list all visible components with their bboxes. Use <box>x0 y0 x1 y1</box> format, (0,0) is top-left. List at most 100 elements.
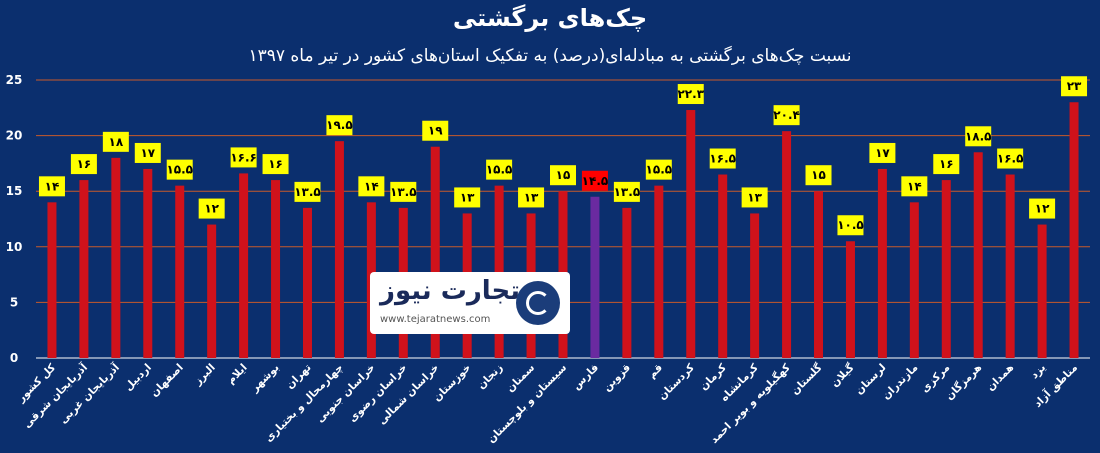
data-label-box <box>422 120 449 141</box>
bar <box>814 191 824 358</box>
data-label: ۱۸ <box>109 135 124 149</box>
data-label: ۱۶ <box>939 157 954 171</box>
data-label: ۱۵ <box>811 168 826 182</box>
bar <box>654 185 664 358</box>
data-label-box <box>550 165 576 186</box>
data-label-box <box>581 170 608 191</box>
data-label: ۱۶ <box>77 157 92 171</box>
bar <box>302 207 312 358</box>
y-tick-label: 5 <box>10 295 18 309</box>
data-label: ۱۳.۵ <box>390 185 417 199</box>
bar <box>782 131 792 358</box>
bar <box>1037 224 1047 358</box>
data-label-box <box>613 181 640 202</box>
data-label-box <box>198 198 225 219</box>
data-label: ۱۳.۵ <box>294 185 321 199</box>
x-tick-label: اصفهان <box>148 362 186 400</box>
data-label-box <box>837 215 864 236</box>
data-label-box <box>262 154 289 175</box>
bar <box>718 174 728 358</box>
data-label: ۱۵.۵ <box>166 163 193 177</box>
watermark-logo: تجارت نیوز www.tejaratnews.com <box>370 272 570 334</box>
bar <box>1069 102 1079 359</box>
data-label-box <box>933 154 960 175</box>
data-label: ۱۳ <box>747 190 762 204</box>
data-label-box <box>709 148 736 169</box>
x-tick-label: البرز <box>191 362 217 388</box>
x-tick-label: همدان <box>984 362 1016 394</box>
data-label: ۱۳ <box>460 190 475 204</box>
data-label: ۱۵.۵ <box>486 163 513 177</box>
data-label: ۱۴ <box>364 179 379 193</box>
data-label-box <box>102 131 129 152</box>
data-label-box <box>70 154 97 175</box>
bar <box>175 185 185 358</box>
bar <box>334 141 344 358</box>
data-label-box <box>997 148 1024 169</box>
bar <box>941 180 951 358</box>
bar <box>79 180 89 358</box>
data-label-box <box>1061 76 1088 97</box>
data-label: ۱۵.۵ <box>646 163 673 177</box>
chart-subtitle: نسبت چک‌های برگشتی به مبادله‌ای(درصد) به… <box>248 46 852 66</box>
data-label: ۱۶.۵ <box>997 152 1024 166</box>
data-label-box <box>38 176 65 197</box>
data-label-box <box>645 159 672 180</box>
bar <box>845 241 855 358</box>
data-label-box <box>773 105 800 126</box>
bar <box>877 168 887 358</box>
y-tick-label: 0 <box>10 351 18 365</box>
data-label-box <box>741 187 768 208</box>
bar <box>622 207 632 358</box>
x-tick-label: تهران <box>284 362 314 392</box>
chart-title: چک‌های برگشتی <box>452 4 648 32</box>
data-label: ۱۴ <box>907 179 922 193</box>
data-label: ۱۴.۵ <box>582 174 609 188</box>
data-label: ۱۳.۵ <box>614 185 641 199</box>
watermark-url: www.tejaratnews.com <box>380 314 491 325</box>
bar <box>207 224 217 358</box>
data-label-box <box>677 84 704 105</box>
data-label: ۱۲ <box>1035 202 1050 216</box>
y-tick-label: 25 <box>6 73 23 87</box>
x-tick-label: گلستان <box>788 360 825 397</box>
bar <box>47 202 57 358</box>
bar <box>973 152 983 358</box>
bar <box>271 180 281 358</box>
data-label: ۱۸.۵ <box>965 129 992 143</box>
x-tick-label: فارس <box>570 362 601 393</box>
watermark-brand: تجارت نیوز <box>380 276 521 306</box>
x-tick-label: گیلان <box>828 360 857 389</box>
data-label: ۱۷ <box>140 146 155 160</box>
bar <box>909 202 919 358</box>
bar <box>494 185 504 358</box>
x-tick-label: قم <box>646 362 665 381</box>
bar <box>143 168 153 358</box>
data-label: ۱۵ <box>556 168 571 182</box>
data-label: ۱۶.۵ <box>709 152 736 166</box>
data-label-box <box>869 142 896 163</box>
data-label: ۱۰.۵ <box>837 218 864 232</box>
x-tick-label: مازندران <box>880 362 920 402</box>
data-label-box <box>166 159 193 180</box>
data-label-box <box>805 165 832 186</box>
data-label-box <box>230 147 257 168</box>
x-tick-label: قزوین <box>601 362 633 394</box>
data-label-box <box>901 176 928 197</box>
data-label: ۱۲ <box>204 202 219 216</box>
x-tick-label: بوشهر <box>248 362 281 395</box>
x-tick-label: خراسان رضوی <box>347 362 410 425</box>
bar <box>239 173 249 358</box>
data-label-box <box>486 159 513 180</box>
data-label-box <box>518 187 545 208</box>
data-label: ۱۹ <box>428 124 443 138</box>
data-label: ۱۳ <box>524 190 539 204</box>
bar <box>750 213 760 358</box>
data-label-box <box>294 181 321 202</box>
x-tick-label: زنجان <box>475 362 505 392</box>
bar <box>1005 174 1015 358</box>
x-tick-label: ایلام <box>225 362 250 387</box>
data-label: ۲۰.۴ <box>773 108 800 122</box>
data-label-box <box>358 176 385 197</box>
